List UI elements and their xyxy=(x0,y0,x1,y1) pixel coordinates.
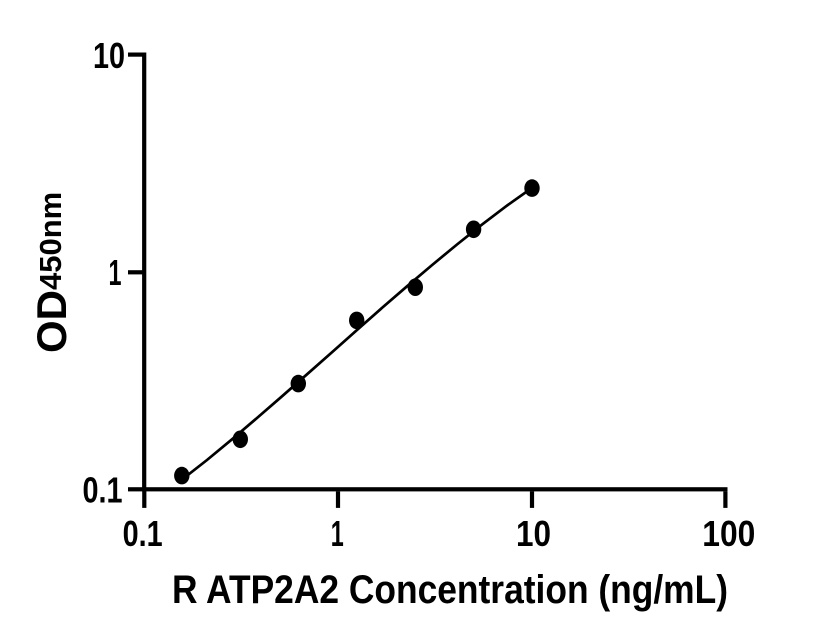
svg-text:0.1: 0.1 xyxy=(83,470,123,511)
svg-text:10: 10 xyxy=(516,513,551,554)
svg-text:1: 1 xyxy=(109,252,122,293)
svg-text:10: 10 xyxy=(93,35,125,76)
svg-text:R ATP2A2 Concentration (ng/mL): R ATP2A2 Concentration (ng/mL) xyxy=(172,568,728,612)
svg-text:0.1: 0.1 xyxy=(123,513,163,554)
svg-text:1: 1 xyxy=(331,513,344,554)
svg-text:OD450nm: OD450nm xyxy=(28,192,75,353)
svg-text:100: 100 xyxy=(702,513,755,554)
